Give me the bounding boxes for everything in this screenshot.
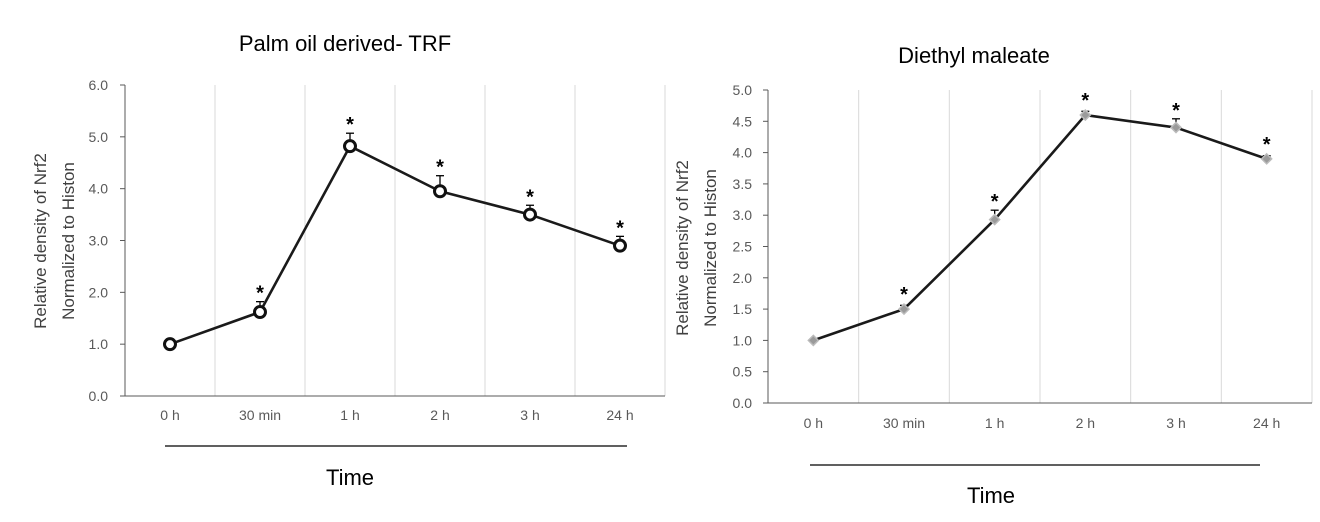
significance-marker: * <box>346 114 354 136</box>
significance-marker: * <box>1081 90 1089 112</box>
x-tick-label: 30 min <box>239 407 281 423</box>
significance-marker: * <box>991 191 999 213</box>
y-tick-label: 2.5 <box>733 239 753 255</box>
chart-title: Diethyl maleate <box>898 43 1050 68</box>
x-tick-label: 3 h <box>1166 415 1185 431</box>
y-tick-label: 1.5 <box>733 301 753 317</box>
significance-marker: * <box>526 186 534 208</box>
significance-marker: * <box>900 284 908 306</box>
chart-title: Palm oil derived- TRF <box>239 31 451 56</box>
y-tick-label: 4.5 <box>733 113 753 129</box>
x-tick-label: 0 h <box>804 415 823 431</box>
y-tick-label: 1.0 <box>89 336 109 352</box>
y-tick-label: 1.0 <box>733 332 753 348</box>
series-line <box>169 144 621 346</box>
x-axis-label: Time <box>326 465 374 490</box>
data-point <box>897 303 911 316</box>
y-tick-label: 2.0 <box>89 284 109 300</box>
significance-marker: * <box>616 217 624 239</box>
y-tick-label: 3.0 <box>89 233 109 249</box>
y-tick-label: 6.0 <box>89 77 109 93</box>
y-tick-label: 4.0 <box>733 145 753 161</box>
data-point <box>1169 121 1183 134</box>
y-tick-label: 5.0 <box>733 82 753 98</box>
significance-marker: * <box>1263 134 1271 156</box>
data-point <box>1260 152 1273 165</box>
y-tick-label: 3.0 <box>733 207 753 223</box>
data-point <box>433 184 447 199</box>
x-tick-label: 30 min <box>883 415 925 431</box>
data-point <box>343 139 357 154</box>
data-point <box>613 238 627 253</box>
y-tick-label: 5.0 <box>89 129 109 145</box>
x-tick-label: 1 h <box>340 407 359 423</box>
data-point <box>1079 108 1092 122</box>
y-axis-label-line-1: Relative density of Nrf2 <box>673 160 692 336</box>
data-point <box>163 337 177 352</box>
x-tick-label: 24 h <box>1253 415 1280 431</box>
data-point <box>988 213 1001 226</box>
significance-marker: * <box>436 157 444 179</box>
data-point <box>807 334 820 347</box>
y-axis-label-line-2: Normalized to Histon <box>59 162 78 320</box>
x-tick-label: 2 h <box>1076 415 1095 431</box>
y-tick-label: 4.0 <box>89 181 109 197</box>
x-tick-label: 24 h <box>606 407 633 423</box>
x-tick-label: 3 h <box>520 407 539 423</box>
y-tick-label: 0.5 <box>733 364 753 380</box>
data-point <box>253 305 267 320</box>
y-tick-label: 0.0 <box>733 395 753 411</box>
chart-1: 0.0 1.0 2.0 3.0 4.0 5.0 6.0 0 h 30 min 1 h 2 h 3 h 2… <box>31 31 666 490</box>
chart-2: 0.0 0.5 1.0 1.5 2.0 2.5 3.0 3.5 4.0 4.5 5.0 0 h 30 m… <box>673 43 1313 508</box>
y-tick-label: 2.0 <box>733 270 753 286</box>
data-point <box>523 207 537 222</box>
significance-marker: * <box>256 283 264 305</box>
y-tick-label: 0.0 <box>89 388 109 404</box>
y-axis-label-line-1: Relative density of Nrf2 <box>31 153 50 329</box>
x-tick-label: 1 h <box>985 415 1004 431</box>
x-axis-label: Time <box>967 483 1015 508</box>
y-axis-label-line-2: Normalized to Histon <box>701 169 720 327</box>
x-tick-label: 0 h <box>160 407 179 423</box>
y-tick-label: 3.5 <box>733 176 753 192</box>
series-line <box>812 113 1268 342</box>
x-tick-label: 2 h <box>430 407 449 423</box>
significance-marker: * <box>1172 100 1180 122</box>
